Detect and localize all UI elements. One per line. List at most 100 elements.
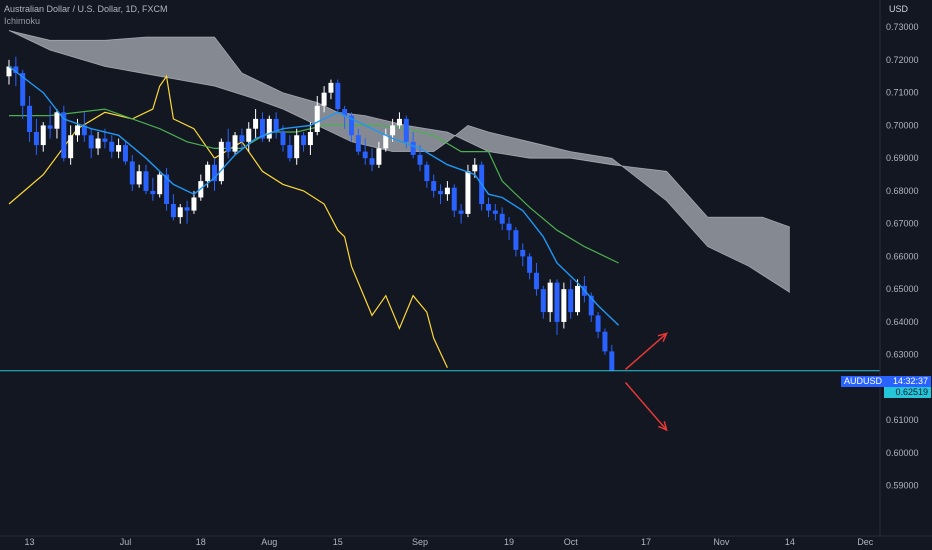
candle <box>177 204 183 224</box>
candle-body <box>465 171 471 214</box>
candle-body <box>533 272 539 290</box>
candle-body <box>40 125 46 146</box>
candle <box>506 217 512 241</box>
candle-body <box>390 125 396 136</box>
time-tick-label: 13 <box>25 537 35 547</box>
candle <box>369 148 375 172</box>
candle-body <box>212 164 217 182</box>
candle-body <box>273 118 279 132</box>
arrow-head <box>658 421 668 432</box>
candle-body <box>20 73 26 106</box>
candle <box>232 131 238 155</box>
time-tick-label: Jul <box>120 537 132 547</box>
candle <box>417 145 423 172</box>
arrow-shaft <box>624 382 668 431</box>
candle <box>246 122 252 152</box>
candle-body <box>609 351 615 371</box>
candle-body <box>191 197 197 211</box>
currency-label: USD <box>889 4 909 14</box>
arrow-up <box>625 332 668 370</box>
symbol-title: Australian Dollar / U.S. Dollar, 1D, FXC… <box>4 4 168 14</box>
time-tick-label: 19 <box>504 537 514 547</box>
candle-body <box>157 174 163 195</box>
candle-body <box>410 141 416 155</box>
candle <box>396 112 402 129</box>
indicator-label[interactable]: Ichimoku <box>4 16 41 26</box>
cloud-fill <box>9 30 790 293</box>
candle-body <box>554 282 560 322</box>
time-tick-label: Dec <box>857 537 874 547</box>
candle <box>609 344 615 372</box>
time-axis[interactable]: 13 Jul 18 Aug 15 Sep 19 Oct 17 Nov 14 Dec <box>25 537 874 547</box>
time-tick-label: Aug <box>261 537 277 547</box>
ichimoku-cloud <box>8 30 791 293</box>
candle-body <box>342 109 348 116</box>
candle <box>129 154 135 191</box>
candle-body <box>232 135 238 152</box>
candle-body <box>301 135 307 146</box>
candle-body <box>266 118 272 139</box>
time-tick-label: 17 <box>641 537 651 547</box>
candle <box>540 285 546 319</box>
candle-body <box>444 187 450 195</box>
candle <box>438 184 444 205</box>
candle-body <box>486 204 491 211</box>
candle <box>458 204 464 224</box>
candle <box>75 118 80 142</box>
candle <box>218 138 224 185</box>
candle-body <box>287 145 293 159</box>
candle-body <box>33 131 39 146</box>
candle-body <box>355 135 361 152</box>
candle-body <box>75 125 80 136</box>
candle-body <box>68 135 74 159</box>
candle <box>109 135 115 159</box>
candle <box>301 131 307 152</box>
candle-body <box>225 141 231 152</box>
candle <box>33 118 39 155</box>
candle-body <box>568 289 574 313</box>
candle <box>465 164 471 218</box>
candle-body <box>547 282 553 313</box>
candle-body <box>472 164 478 172</box>
candle-body <box>129 161 135 185</box>
candle-body <box>109 141 115 152</box>
price-tick-label: 0.66000 <box>886 251 919 261</box>
candle <box>253 109 259 139</box>
candle-body <box>246 128 252 142</box>
candle-body <box>513 230 519 250</box>
symbol-price-tag: AUDUSD <box>841 376 886 387</box>
price-axis[interactable]: 0.73000 0.72000 0.71000 0.70000 0.69000 0.680… <box>886 22 919 490</box>
candle-body <box>602 331 608 352</box>
candle <box>321 86 327 113</box>
candle <box>68 125 74 165</box>
candle <box>287 135 293 162</box>
candle-body <box>451 187 457 211</box>
candle <box>307 122 313 155</box>
candle <box>595 312 601 339</box>
candle-body <box>499 213 505 224</box>
price-tick-label: 0.73000 <box>886 22 919 32</box>
candle <box>47 105 53 139</box>
candle-body <box>150 190 156 195</box>
candle <box>170 194 176 221</box>
candle <box>157 171 163 198</box>
price-tick-label: 0.63000 <box>886 350 919 360</box>
candle-body <box>164 174 170 205</box>
candle-body <box>122 145 128 162</box>
candle <box>431 174 437 198</box>
candle <box>513 226 519 257</box>
candle <box>575 279 581 316</box>
candle <box>486 197 491 218</box>
candle <box>136 164 142 188</box>
time-tick-label: 14 <box>785 537 795 547</box>
candle <box>451 184 457 218</box>
candle-body <box>239 135 245 142</box>
candle-body <box>403 118 409 142</box>
candle <box>335 79 341 113</box>
candle <box>342 105 348 129</box>
candle-body <box>335 82 341 110</box>
candle-body <box>116 145 122 152</box>
price-tick-label: 0.61000 <box>886 415 919 425</box>
candle <box>602 328 608 355</box>
